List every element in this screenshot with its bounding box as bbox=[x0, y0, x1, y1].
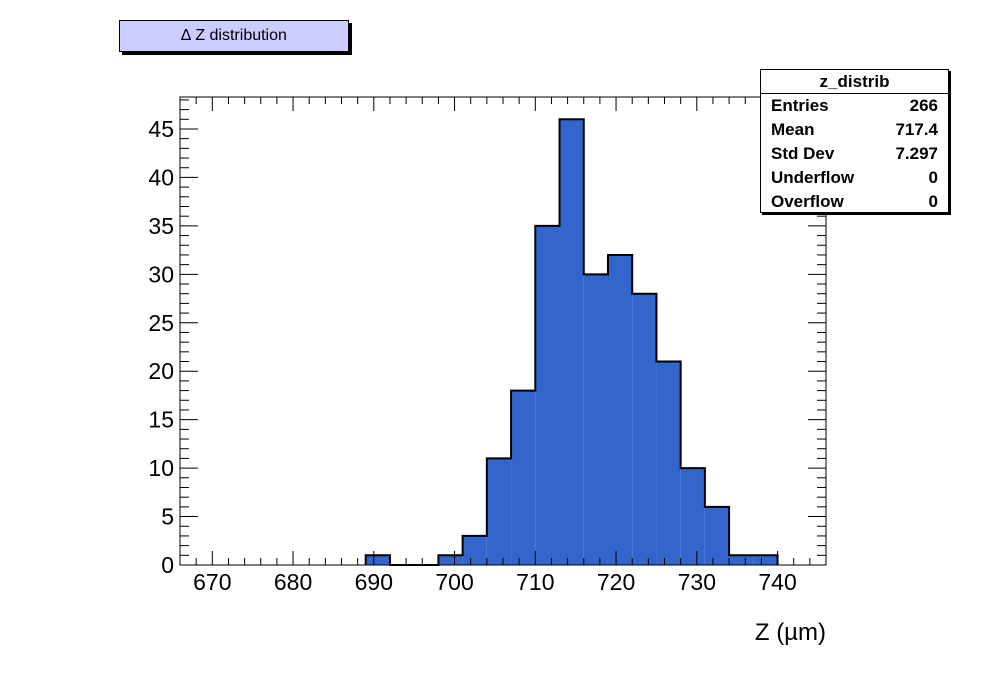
y-tick-label: 45 bbox=[148, 116, 174, 142]
stat-value: 717.4 bbox=[895, 120, 938, 139]
y-tick-label: 10 bbox=[148, 455, 174, 481]
stat-label: Underflow bbox=[771, 168, 855, 187]
stat-label: Mean bbox=[771, 120, 815, 139]
y-tick-label: 35 bbox=[148, 213, 174, 239]
stats-title: z_distrib bbox=[761, 70, 948, 94]
y-tick-label: 20 bbox=[148, 358, 174, 384]
axes: 670 680 690 700 710 720 730 740 0 5 10 15 20 25 30 35 40… bbox=[148, 96, 827, 595]
stats-box: z_distrib Entries 266 Mean 717.4 Std Dev… bbox=[760, 69, 949, 213]
x-tick-label: 740 bbox=[758, 569, 796, 595]
histogram-bar bbox=[511, 390, 536, 565]
stat-label: Std Dev bbox=[771, 144, 835, 163]
x-tick-label: 710 bbox=[516, 569, 554, 595]
histogram-bar bbox=[486, 458, 512, 565]
x-tick-label: 720 bbox=[597, 569, 635, 595]
histogram-bar bbox=[607, 254, 633, 566]
stat-value: 0 bbox=[928, 168, 938, 187]
stat-row-underflow: Underflow 0 bbox=[761, 166, 948, 190]
y-tick-label: 5 bbox=[161, 504, 174, 530]
stat-value: 7.297 bbox=[895, 144, 938, 163]
histogram-bar bbox=[632, 293, 657, 565]
stat-row-entries: Entries 266 bbox=[761, 94, 948, 118]
y-tick-label: 15 bbox=[148, 407, 174, 433]
histogram-bar bbox=[729, 555, 754, 565]
y-tick-label: 0 bbox=[161, 552, 174, 578]
stat-row-std-dev: Std Dev 7.297 bbox=[761, 142, 948, 166]
histogram-bar bbox=[753, 555, 778, 565]
stat-value: 0 bbox=[928, 192, 938, 211]
x-tick-label: 690 bbox=[355, 569, 393, 595]
histogram-bar bbox=[583, 274, 608, 565]
histogram-bar bbox=[704, 506, 730, 565]
x-tick-label: 700 bbox=[435, 569, 473, 595]
histogram-bar bbox=[462, 535, 487, 565]
stat-label: Overflow bbox=[771, 192, 844, 211]
histogram-bar bbox=[438, 555, 463, 565]
histogram-bar bbox=[535, 225, 560, 565]
x-tick-label: 730 bbox=[678, 569, 716, 595]
y-tick-label: 25 bbox=[148, 310, 174, 336]
histogram-bar bbox=[365, 555, 390, 565]
x-axis-label: Z (µm) bbox=[755, 619, 826, 646]
y-tick-label: 30 bbox=[148, 261, 174, 287]
stat-row-mean: Mean 717.4 bbox=[761, 118, 948, 142]
chart-title: ∆ Z distribution bbox=[119, 20, 349, 52]
histogram-bar bbox=[656, 361, 681, 565]
stat-label: Entries bbox=[771, 96, 829, 115]
x-tick-label: 680 bbox=[274, 569, 312, 595]
stat-row-overflow: Overflow 0 bbox=[761, 190, 948, 214]
x-tick-label: 670 bbox=[193, 569, 231, 595]
stat-value: 266 bbox=[909, 96, 938, 115]
histogram-bars bbox=[364, 118, 779, 566]
y-tick-label: 40 bbox=[148, 164, 174, 190]
histogram-bar bbox=[559, 119, 584, 566]
histogram-bar bbox=[680, 468, 705, 565]
